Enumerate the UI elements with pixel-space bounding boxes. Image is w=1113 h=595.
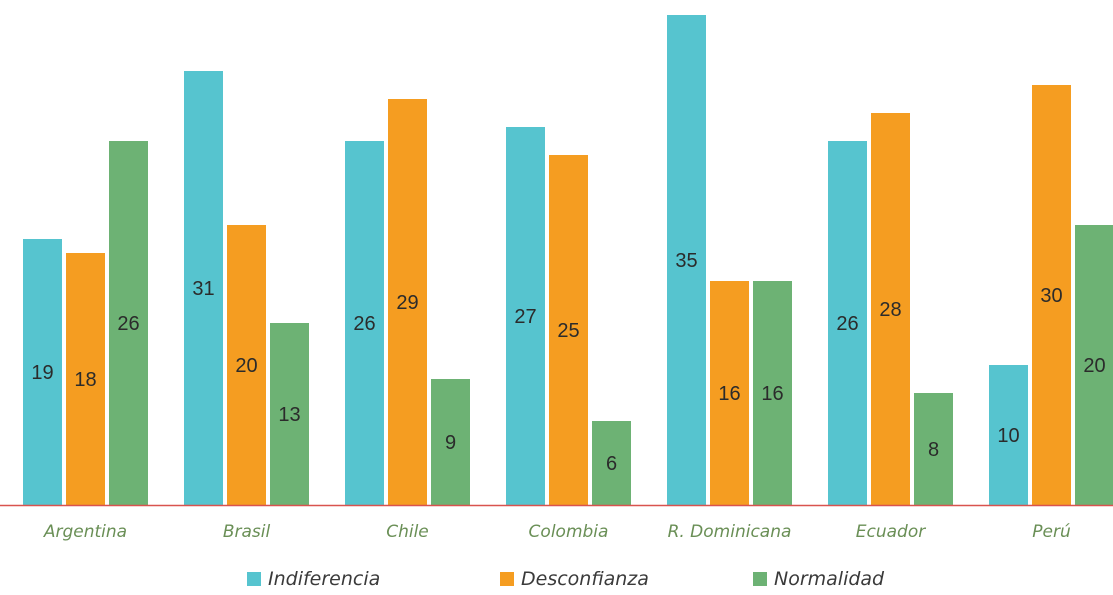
value-label-chile-desconfianza: 29 (396, 292, 418, 314)
value-label-peru-desconfianza: 30 (1040, 285, 1062, 307)
value-label-argentina-indiferencia: 19 (31, 362, 53, 384)
bar-colombia-normalidad (592, 421, 631, 505)
bar-r-dominicana-desconfianza (710, 281, 749, 505)
bar-r-dominicana-normalidad (753, 281, 792, 505)
legend: Indiferencia Desconfianza Normalidad (247, 568, 885, 590)
value-label-ecuador-indiferencia: 26 (836, 313, 858, 335)
value-label-brasil-normalidad: 13 (278, 404, 300, 426)
bar-chile-desconfianza (388, 99, 427, 505)
legend-label-desconfianza: Desconfianza (521, 568, 649, 590)
value-label-colombia-normalidad: 6 (606, 453, 617, 475)
bar-brasil-desconfianza (227, 225, 266, 505)
bar-ecuador-normalidad (914, 393, 953, 505)
value-label-brasil-desconfianza: 20 (235, 355, 257, 377)
value-label-r-dominicana-normalidad: 16 (761, 383, 783, 405)
value-label-colombia-indiferencia: 27 (514, 306, 536, 328)
category-label-chile: Chile (386, 522, 429, 542)
bar-colombia-desconfianza (549, 155, 588, 505)
value-label-argentina-normalidad: 26 (117, 313, 139, 335)
value-label-ecuador-desconfianza: 28 (879, 299, 901, 321)
bar-argentina-desconfianza (66, 253, 105, 505)
value-label-r-dominicana-indiferencia: 35 (675, 250, 697, 272)
bar-ecuador-desconfianza (871, 113, 910, 505)
value-label-peru-indiferencia: 10 (997, 425, 1019, 447)
legend-label-normalidad: Normalidad (774, 568, 885, 590)
category-label-brasil: Brasil (223, 522, 271, 542)
bar-peru-indiferencia (989, 365, 1028, 505)
legend-label-indiferencia: Indiferencia (268, 568, 380, 590)
bar-peru-desconfianza (1032, 85, 1071, 505)
bar-peru-normalidad (1075, 225, 1113, 505)
bar-colombia-indiferencia (506, 127, 545, 505)
value-label-argentina-desconfianza: 18 (74, 369, 96, 391)
category-label-colombia: Colombia (529, 522, 609, 542)
legend-swatch-desconfianza (500, 572, 514, 586)
category-label-r-dominicana: R. Dominicana (668, 522, 792, 542)
category-label-argentina: Argentina (43, 522, 127, 542)
value-label-chile-indiferencia: 26 (353, 313, 375, 335)
value-label-chile-normalidad: 9 (445, 432, 456, 454)
bar-ecuador-indiferencia (828, 141, 867, 505)
value-label-ecuador-normalidad: 8 (928, 439, 939, 461)
bar-chile-normalidad (431, 379, 470, 505)
bar-r-dominicana-indiferencia (667, 15, 706, 505)
value-label-peru-normalidad: 20 (1083, 355, 1105, 377)
value-label-brasil-indiferencia: 31 (192, 278, 214, 300)
bars-layer (23, 15, 1113, 505)
bar-brasil-indiferencia (184, 71, 223, 505)
category-labels-layer: Argentina Brasil Chile Colombia R. Dominican… (43, 522, 1071, 542)
legend-swatch-indiferencia (247, 572, 261, 586)
bar-argentina-normalidad (109, 141, 148, 505)
value-label-r-dominicana-desconfianza: 16 (718, 383, 740, 405)
category-label-peru: Perú (1032, 522, 1071, 542)
legend-swatch-normalidad (753, 572, 767, 586)
bar-chile-indiferencia (345, 141, 384, 505)
bar-brasil-normalidad (270, 323, 309, 505)
category-label-ecuador: Ecuador (856, 522, 926, 542)
bar-argentina-indiferencia (23, 239, 62, 505)
value-labels-layer: 19 18 26 31 20 13 26 29 9 27 25 6 35 16 16 26 28 8 10 30 20 (31, 250, 1105, 475)
value-label-colombia-desconfianza: 25 (557, 320, 579, 342)
